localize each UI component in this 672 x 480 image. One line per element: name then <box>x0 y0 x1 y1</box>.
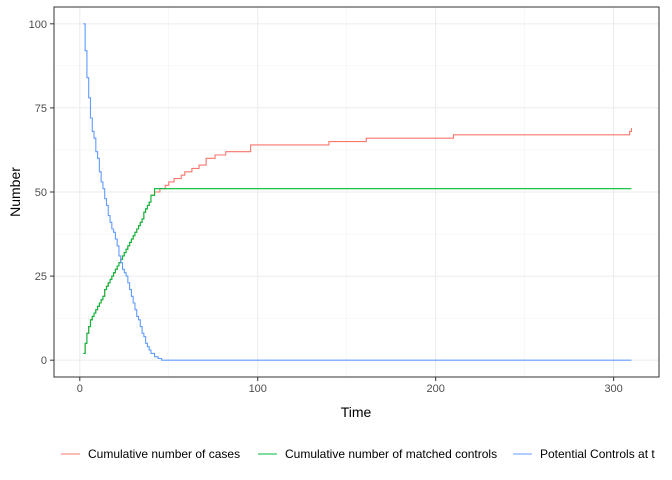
series-line-potential-controls <box>83 23 632 361</box>
y-tick-label: 0 <box>41 355 47 367</box>
y-tick-label: 25 <box>35 271 47 283</box>
legend-label-potential-controls: Potential Controls at t <box>540 447 655 461</box>
y-tick-label: 100 <box>29 19 47 31</box>
y-tick-label: 75 <box>35 103 47 115</box>
legend-label-cases: Cumulative number of cases <box>88 447 240 461</box>
x-tick-label: 200 <box>427 383 445 395</box>
y-tick-label: 50 <box>35 187 47 199</box>
series-line-matched-controls <box>83 188 632 354</box>
axis-ticks: 0 100 200 300 0 25 50 75 100 <box>29 19 623 395</box>
x-tick-label: 300 <box>604 383 622 395</box>
series-layer <box>83 23 632 361</box>
legend-label-matched-controls: Cumulative number of matched controls <box>285 447 497 461</box>
legend: Cumulative number of cases Cumulative nu… <box>61 447 655 461</box>
x-tick-label: 100 <box>249 383 267 395</box>
gridlines <box>54 7 659 377</box>
y-axis-title: Number <box>7 167 23 217</box>
x-axis-title: Time <box>341 404 372 420</box>
x-tick-label: 0 <box>77 383 83 395</box>
